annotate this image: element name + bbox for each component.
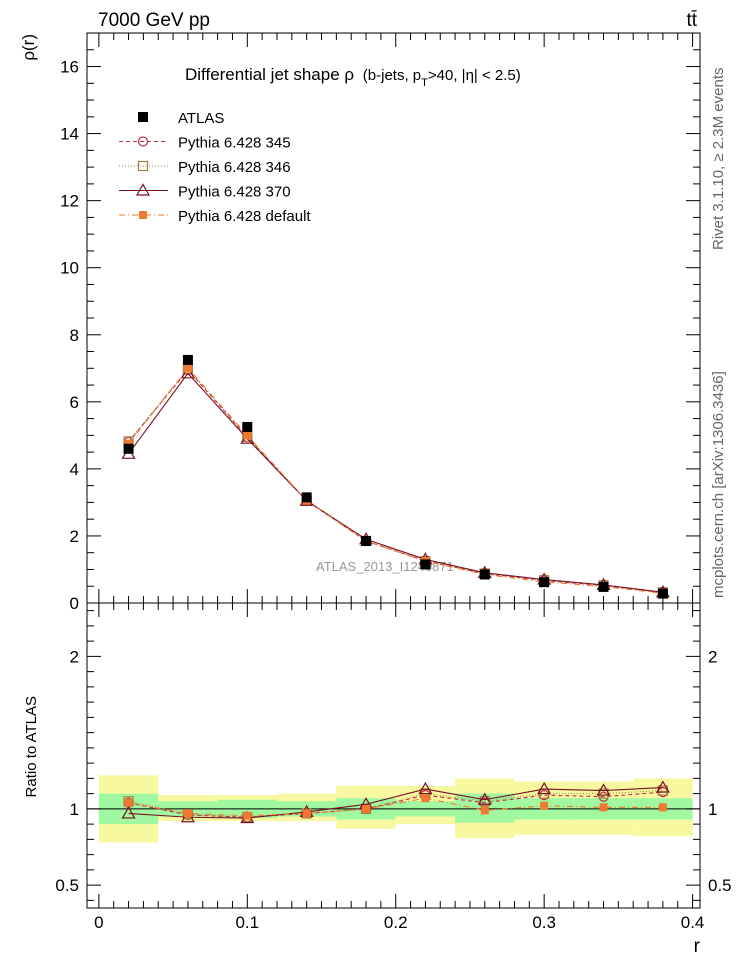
y-tick-label: 2	[70, 527, 79, 546]
ratio-panel-series	[121, 780, 670, 824]
series-3-ratio-point	[418, 781, 433, 795]
series-4-ratio-point	[183, 809, 192, 818]
x-tick-label: 0.4	[681, 913, 705, 932]
series-3-ratio-line	[128, 786, 663, 819]
legend-label: Pythia 6.428 default	[178, 208, 311, 225]
process-label: tt̄	[686, 10, 697, 31]
series-0-point	[182, 354, 193, 365]
ylabel-bottom: Ratio to ATLAS	[23, 696, 40, 797]
series-0-point	[479, 569, 490, 580]
legend-label: ATLAS	[178, 110, 224, 127]
rivet-label: Rivet 3.1.10, ≥ 2.3M events	[710, 68, 727, 251]
series-0-point	[539, 577, 550, 588]
series-4-ratio-point	[124, 798, 133, 807]
legend-marker	[135, 183, 151, 196]
series-3-ratio-point	[477, 792, 492, 805]
series-3-line	[128, 372, 663, 593]
ratio-tick-label: 2	[70, 647, 79, 666]
series-4-ratio-point	[362, 804, 371, 813]
y-tick-label: 6	[70, 393, 79, 412]
title-detail: (b-jets, p	[363, 67, 421, 84]
series-4-ratio-point	[302, 809, 311, 818]
series-4-ratio-point	[480, 806, 489, 815]
x-tick-label: 0.2	[384, 913, 408, 932]
legend-label: Pythia 6.428 345	[178, 135, 291, 152]
mcplots-label: mcplots.cern.ch [arXiv:1306.3436]	[710, 371, 727, 598]
series-2-ratio-line	[128, 790, 663, 818]
legend-marker	[138, 112, 148, 122]
y-tick-label: 0	[70, 594, 79, 613]
legend-marker	[137, 136, 149, 147]
series-4-ratio-point	[421, 794, 430, 803]
ylabel-top: ρ(r)	[19, 34, 38, 61]
series-0-point	[420, 559, 431, 570]
ratio-panel-frame	[86, 602, 701, 909]
series-4-point	[183, 364, 192, 373]
series-0-point	[657, 588, 668, 599]
x-tick-label: 0.3	[532, 913, 556, 932]
y-tick-label: 14	[60, 125, 79, 144]
series-4-point	[124, 439, 133, 448]
series-0-point	[242, 421, 253, 432]
ratio-tick-label: 1	[70, 800, 79, 819]
energy-label: 7000 GeV pp	[98, 10, 210, 31]
series-3-ratio-point	[596, 783, 611, 796]
legend-label: Pythia 6.428 346	[178, 159, 291, 176]
y-tick-label: 10	[60, 259, 79, 278]
series-3-point	[180, 366, 195, 379]
legend-marker	[139, 211, 147, 219]
ratio-tick-label-right: 0.5	[708, 876, 732, 895]
y-tick-label: 12	[60, 192, 79, 211]
legend-marker	[137, 160, 149, 172]
ratio-tick-label-right: 2	[708, 647, 717, 666]
title-sub: T	[421, 77, 428, 89]
series-4-ratio-point	[243, 811, 252, 820]
ratio-tick-label-right: 1	[708, 800, 717, 819]
series-0-point	[598, 581, 609, 592]
series-0-point	[361, 535, 372, 546]
main-panel-series	[121, 354, 670, 599]
series-1-ratio-line	[128, 791, 663, 818]
series-4-point	[243, 431, 252, 440]
x-tick-label: 0	[94, 913, 103, 932]
series-4-ratio-point	[540, 801, 549, 810]
x-tick-label: 0.1	[235, 913, 259, 932]
series-0-point	[301, 492, 312, 503]
y-tick-label: 4	[70, 460, 79, 479]
series-4-ratio-point	[658, 803, 667, 812]
series-0-point	[123, 443, 134, 454]
watermark: ATLAS_2013_I1240871	[316, 559, 454, 574]
title-end: >40, |η| < 2.5)	[428, 67, 521, 84]
title-main: Differential jet shape ρ	[185, 65, 354, 84]
legend: ATLAS Pythia 6.428 345 Pythia 6.428 346 Pyt…	[119, 110, 311, 225]
y-tick-label: 8	[70, 326, 79, 345]
ratio-tick-label: 0.5	[55, 876, 79, 895]
legend-label: Pythia 6.428 370	[178, 184, 291, 201]
series-3-ratio-point	[655, 780, 670, 793]
xlabel: r	[694, 936, 701, 957]
y-tick-label: 16	[60, 58, 79, 77]
series-4-ratio-point	[599, 803, 608, 812]
axes-frames	[86, 32, 701, 909]
plot-title: Differential jet shape ρ (b-jets, pT>40,…	[185, 65, 521, 89]
series-3-ratio-point	[121, 806, 136, 819]
series-3-ratio-point	[537, 781, 552, 795]
